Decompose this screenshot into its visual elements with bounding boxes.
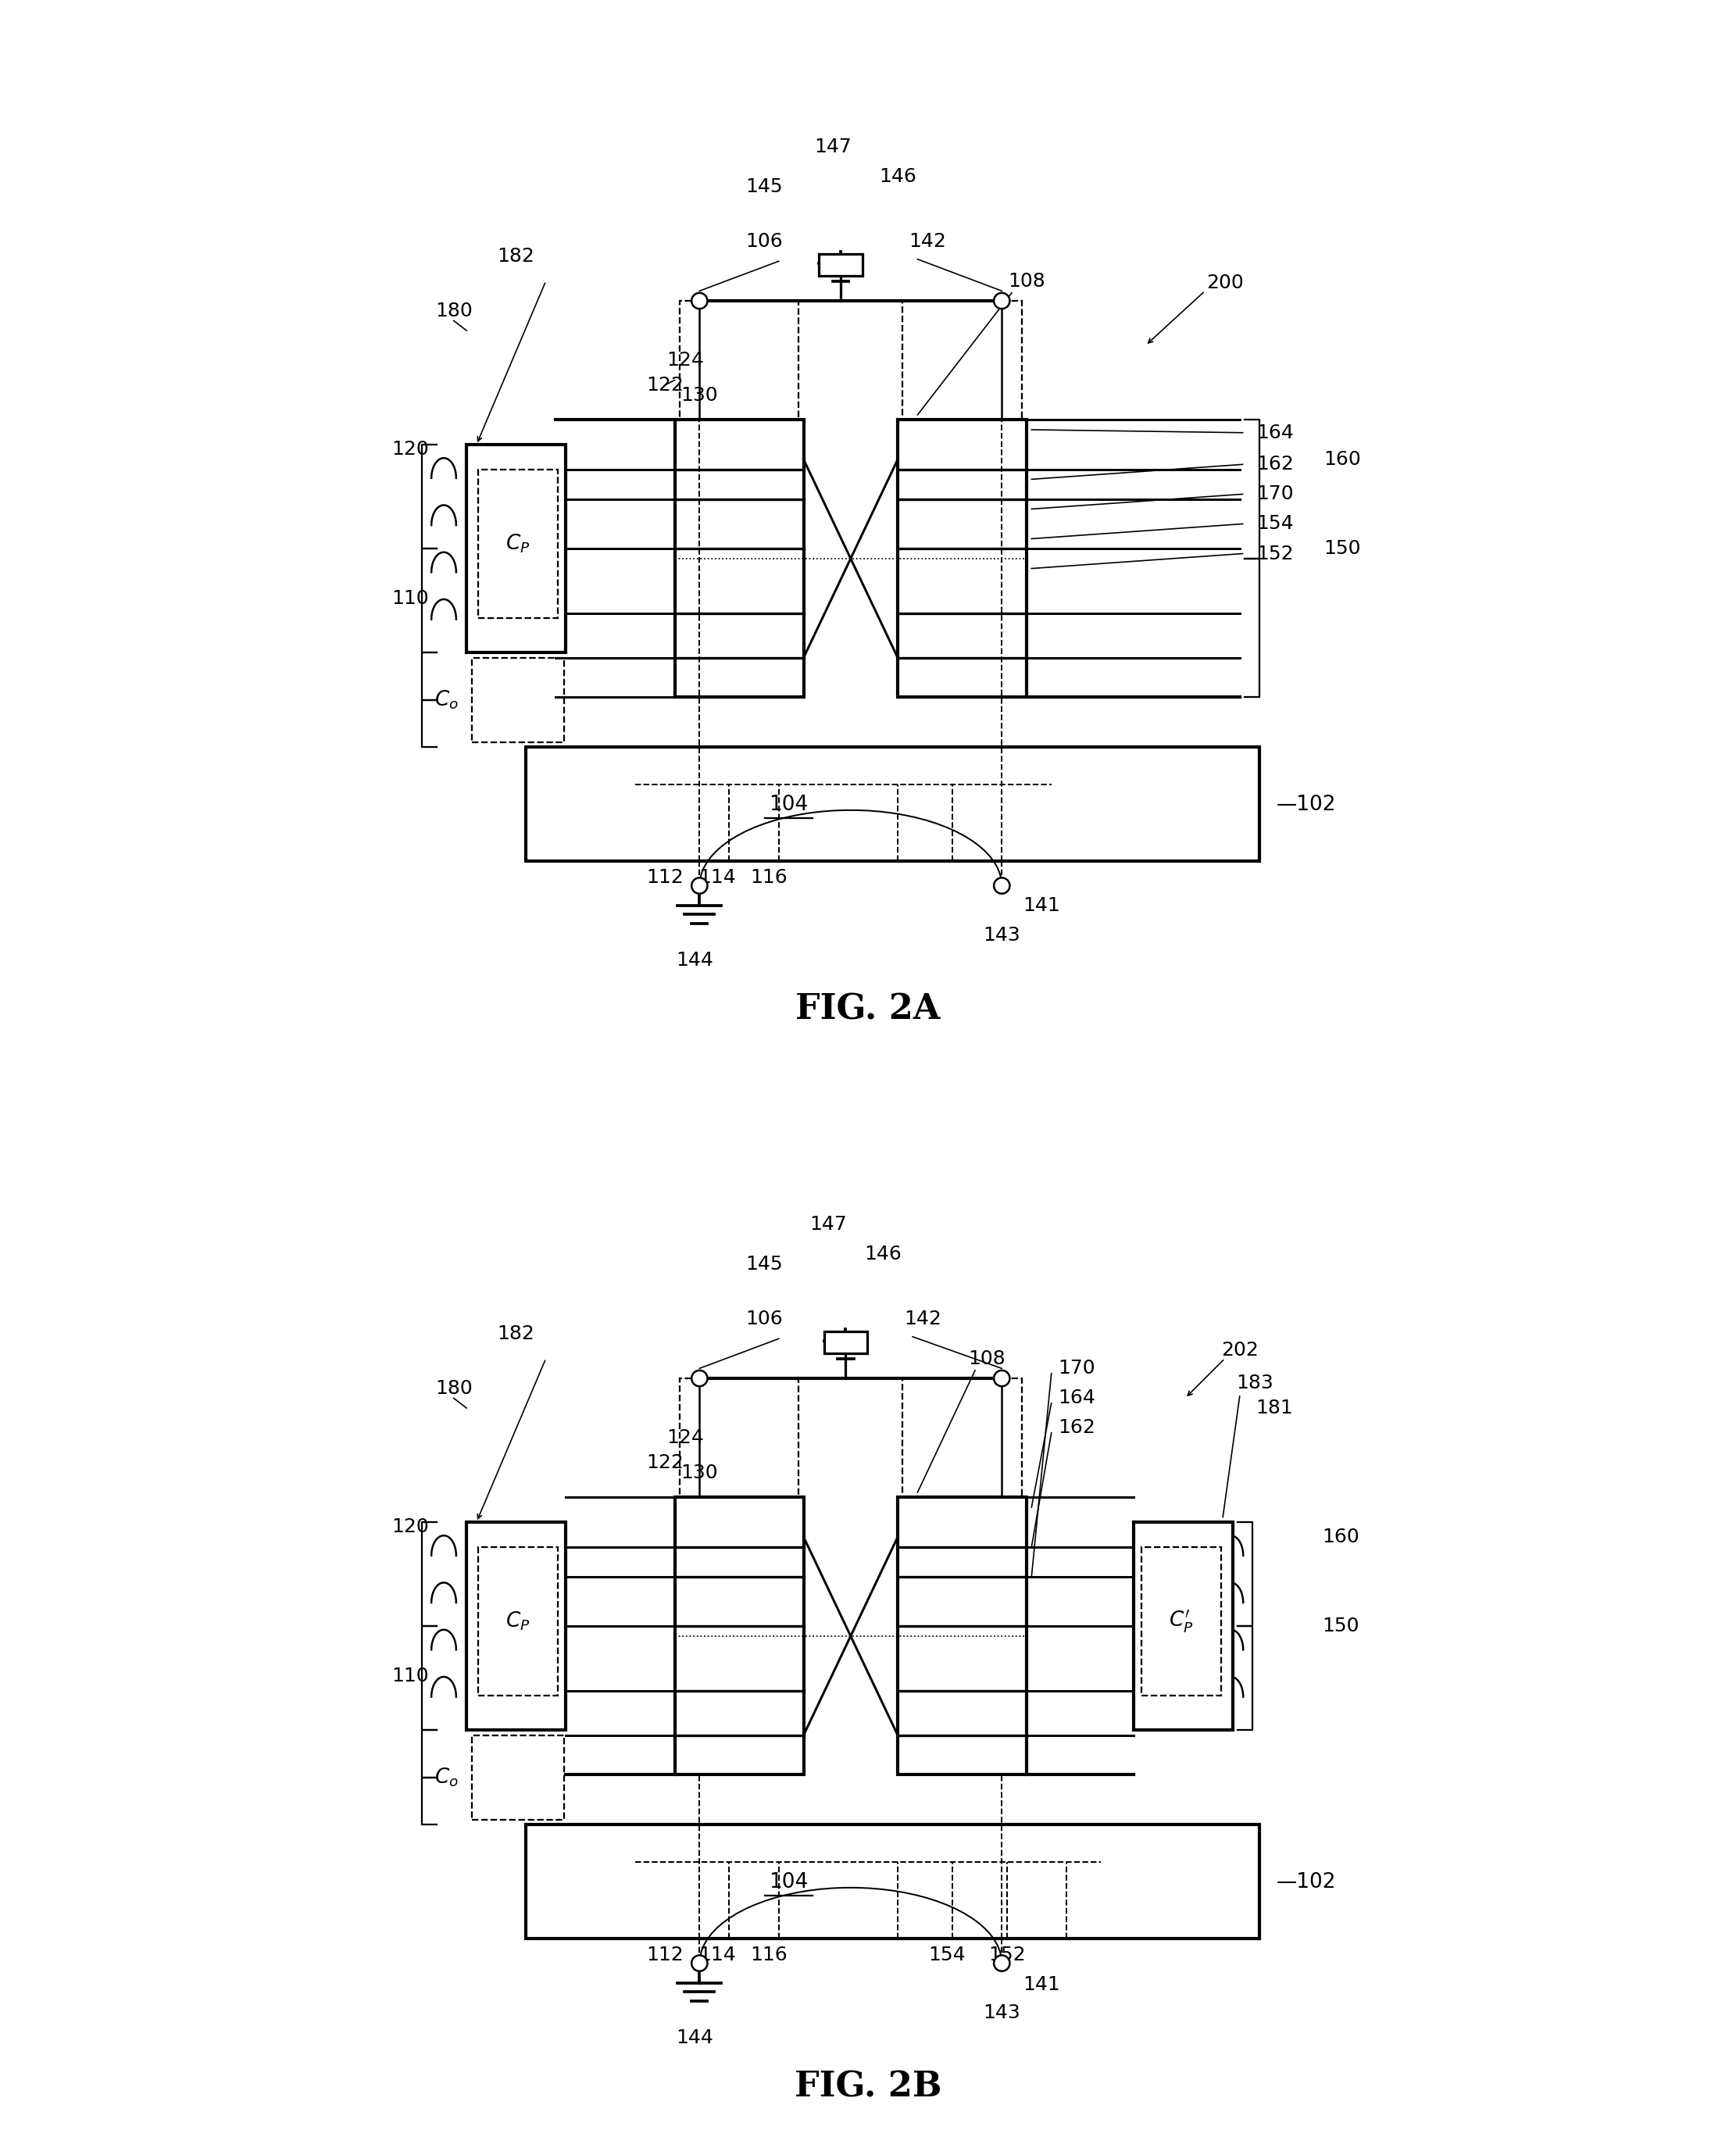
Text: 144: 144 (675, 2028, 713, 2047)
Bar (1134, 1521, 1233, 1730)
Bar (675, 1498, 804, 1776)
Text: 114: 114 (698, 1946, 736, 1965)
Text: $C_P$: $C_P$ (505, 1610, 531, 1631)
Text: 181: 181 (1255, 1399, 1293, 1418)
Text: 122: 122 (646, 1452, 684, 1472)
Text: 142: 142 (908, 233, 946, 250)
Circle shape (691, 293, 708, 308)
Text: 162: 162 (1059, 1418, 1095, 1437)
Text: 110: 110 (391, 588, 429, 608)
Bar (467, 444, 566, 653)
Text: 200: 200 (1207, 274, 1243, 293)
Text: —102: —102 (1276, 795, 1337, 815)
Text: 180: 180 (436, 302, 472, 321)
Text: 106: 106 (745, 1310, 783, 1327)
Text: 144: 144 (675, 950, 713, 970)
Text: 182: 182 (498, 1325, 535, 1343)
Bar (903, 1379, 1021, 1498)
Text: $C_P$: $C_P$ (505, 532, 531, 554)
Text: FIG. 2B: FIG. 2B (795, 2071, 941, 2103)
Text: 152: 152 (1257, 545, 1293, 562)
Bar (479, 470, 557, 618)
Text: 170: 170 (1059, 1360, 1095, 1377)
Text: 106: 106 (745, 233, 783, 250)
Bar (898, 420, 1026, 698)
Text: 122: 122 (646, 375, 684, 394)
Text: 154: 154 (1257, 515, 1293, 532)
Bar (681, 302, 799, 420)
Bar (898, 1498, 1026, 1776)
Text: 108: 108 (1009, 272, 1045, 291)
Circle shape (995, 877, 1010, 894)
Circle shape (691, 1955, 708, 1972)
Text: 182: 182 (498, 248, 535, 265)
Text: $C_o$: $C_o$ (434, 690, 458, 711)
Text: 147: 147 (809, 1215, 847, 1235)
Text: 116: 116 (750, 868, 788, 888)
Text: 147: 147 (814, 138, 852, 157)
Text: 146: 146 (865, 1246, 901, 1263)
Bar (526, 748, 1260, 860)
Text: 143: 143 (983, 2004, 1021, 2021)
Text: 124: 124 (667, 351, 705, 371)
Text: 162: 162 (1257, 455, 1293, 474)
Text: 145: 145 (745, 1254, 783, 1274)
Text: 150: 150 (1323, 1616, 1359, 1636)
Text: 130: 130 (681, 386, 719, 405)
Text: 170: 170 (1257, 485, 1293, 504)
Circle shape (691, 877, 708, 894)
Text: $C_P'$: $C_P'$ (1168, 1608, 1194, 1633)
Text: 150: 150 (1325, 539, 1361, 558)
Text: 143: 143 (983, 927, 1021, 944)
Bar (675, 420, 804, 698)
Text: 154: 154 (929, 1946, 965, 1965)
Bar (472, 1735, 564, 1819)
Text: 104: 104 (769, 1873, 809, 1892)
Text: 152: 152 (988, 1946, 1026, 1965)
Text: 160: 160 (1323, 1528, 1359, 1547)
Text: 141: 141 (1023, 1976, 1061, 1993)
Text: 114: 114 (698, 868, 736, 888)
Text: 112: 112 (646, 1946, 684, 1965)
Bar (819, 254, 863, 276)
Bar (479, 1547, 557, 1696)
Text: 112: 112 (646, 868, 684, 888)
Bar (467, 1521, 566, 1730)
Text: 202: 202 (1220, 1340, 1259, 1360)
Text: 160: 160 (1325, 450, 1361, 470)
Text: 142: 142 (904, 1310, 941, 1327)
Bar (472, 657, 564, 741)
Text: 146: 146 (878, 168, 917, 185)
Bar (1142, 1547, 1220, 1696)
Text: 120: 120 (391, 1517, 429, 1537)
Bar (903, 302, 1021, 420)
Text: 164: 164 (1059, 1388, 1095, 1407)
Circle shape (995, 1955, 1010, 1972)
Text: 120: 120 (391, 440, 429, 459)
Circle shape (995, 1371, 1010, 1386)
Circle shape (995, 293, 1010, 308)
Text: 145: 145 (745, 177, 783, 196)
Text: 108: 108 (969, 1349, 1005, 1368)
Text: 104: 104 (769, 795, 809, 815)
Text: 116: 116 (750, 1946, 788, 1965)
Text: FIG. 2A: FIG. 2A (795, 993, 941, 1026)
Bar (825, 1332, 868, 1353)
Text: —102: —102 (1276, 1873, 1337, 1892)
Text: 124: 124 (667, 1429, 705, 1448)
Circle shape (691, 1371, 708, 1386)
Text: 141: 141 (1023, 896, 1061, 916)
Text: 110: 110 (391, 1666, 429, 1685)
Text: 164: 164 (1257, 422, 1293, 442)
Bar (681, 1379, 799, 1498)
Text: 180: 180 (436, 1379, 472, 1399)
Text: $C_o$: $C_o$ (434, 1767, 458, 1789)
Text: 183: 183 (1236, 1375, 1272, 1392)
Bar (526, 1825, 1260, 1940)
Text: 130: 130 (681, 1463, 719, 1483)
